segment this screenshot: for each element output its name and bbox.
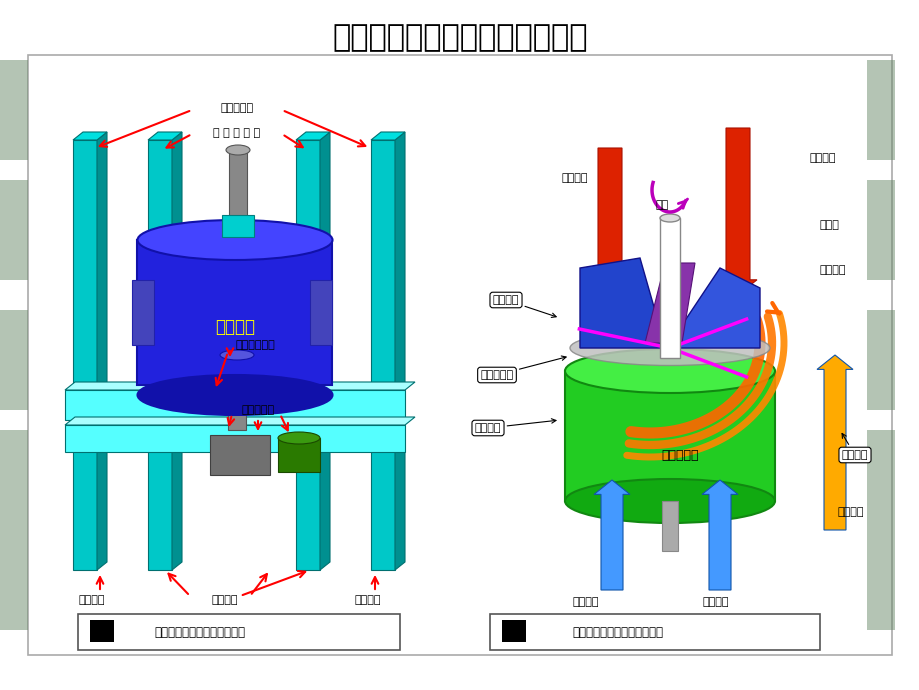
Polygon shape <box>0 310 28 410</box>
Bar <box>502 620 526 642</box>
Text: 回转式空预器的组成与工作原理: 回转式空预器的组成与工作原理 <box>332 23 587 52</box>
Text: 外部壳体: 外部壳体 <box>215 318 255 336</box>
Ellipse shape <box>564 349 774 393</box>
Bar <box>132 280 154 345</box>
Polygon shape <box>394 132 404 570</box>
Text: 主结构立柱: 主结构立柱 <box>221 103 254 113</box>
Bar <box>490 614 819 650</box>
Polygon shape <box>96 132 107 570</box>
Text: 下部推力轴承: 下部推力轴承 <box>235 340 275 350</box>
Text: 空预器的支撑结构和安装示意: 空预器的支撑结构和安装示意 <box>154 626 245 638</box>
Text: 一次风仓: 一次风仓 <box>474 419 555 433</box>
Bar <box>564 371 774 501</box>
Ellipse shape <box>570 331 769 366</box>
Text: 一次冷风: 一次冷风 <box>573 597 598 607</box>
Bar <box>73 140 96 570</box>
Text: 上 部 导 向 轴: 上 部 导 向 轴 <box>213 128 260 138</box>
Bar <box>221 215 254 237</box>
Polygon shape <box>816 355 852 530</box>
Bar <box>148 140 172 570</box>
Polygon shape <box>172 132 182 570</box>
Polygon shape <box>866 60 894 160</box>
Polygon shape <box>701 480 737 590</box>
Text: 高温烟气: 高温烟气 <box>809 153 835 163</box>
Bar <box>662 501 677 551</box>
Polygon shape <box>866 430 894 530</box>
Text: 転動: 転動 <box>654 200 668 210</box>
Bar <box>296 140 320 570</box>
Bar <box>78 614 400 650</box>
Polygon shape <box>65 417 414 425</box>
Text: 高温烟气: 高温烟气 <box>562 173 587 183</box>
Polygon shape <box>65 382 414 390</box>
Polygon shape <box>579 258 659 348</box>
Text: 空预器转子: 空预器转子 <box>661 448 698 462</box>
Text: 二次冷风: 二次冷风 <box>702 597 729 607</box>
Text: 二次风仓: 二次风仓 <box>837 507 864 517</box>
Polygon shape <box>148 132 182 140</box>
Text: 辅助立柱: 辅助立柱 <box>211 595 238 605</box>
Bar <box>229 150 246 222</box>
Text: 结构横梁: 结构横梁 <box>355 595 380 605</box>
Ellipse shape <box>278 432 320 444</box>
Polygon shape <box>594 480 630 590</box>
Polygon shape <box>866 310 894 410</box>
Bar <box>311 280 332 345</box>
Polygon shape <box>296 132 330 140</box>
Polygon shape <box>590 148 629 310</box>
Ellipse shape <box>564 479 774 523</box>
Polygon shape <box>866 530 894 630</box>
Text: 空预器分仓结构和气体流向图: 空预器分仓结构和气体流向图 <box>572 626 663 638</box>
Bar <box>137 240 332 385</box>
Polygon shape <box>866 180 894 280</box>
Text: 二次热风: 二次热风 <box>841 433 868 460</box>
Text: 扇形密封板: 扇形密封板 <box>480 356 565 380</box>
Polygon shape <box>719 128 756 295</box>
Polygon shape <box>644 263 694 343</box>
Polygon shape <box>0 530 28 630</box>
Bar <box>278 438 320 472</box>
Ellipse shape <box>659 214 679 222</box>
Polygon shape <box>320 132 330 570</box>
Bar <box>65 390 404 420</box>
Ellipse shape <box>226 145 250 155</box>
Text: 中心驱动装: 中心驱动装 <box>241 405 274 415</box>
Polygon shape <box>679 268 759 348</box>
Polygon shape <box>0 60 28 160</box>
Bar <box>220 355 254 377</box>
Bar <box>28 55 891 655</box>
Polygon shape <box>73 132 107 140</box>
Polygon shape <box>370 132 404 140</box>
Text: 低温烟气: 低温烟气 <box>819 265 845 275</box>
Ellipse shape <box>137 220 332 260</box>
Text: 热风仓: 热风仓 <box>819 220 839 230</box>
Bar <box>210 435 269 475</box>
Bar <box>228 370 245 430</box>
Bar <box>370 140 394 570</box>
Text: 支撑横梁: 支撑横梁 <box>79 595 105 605</box>
Polygon shape <box>0 430 28 530</box>
Ellipse shape <box>220 350 254 360</box>
Bar <box>65 425 404 452</box>
Polygon shape <box>0 180 28 280</box>
Ellipse shape <box>137 375 332 415</box>
Bar <box>659 218 679 358</box>
Bar <box>90 620 114 642</box>
Text: 一次热风: 一次热风 <box>493 295 556 317</box>
